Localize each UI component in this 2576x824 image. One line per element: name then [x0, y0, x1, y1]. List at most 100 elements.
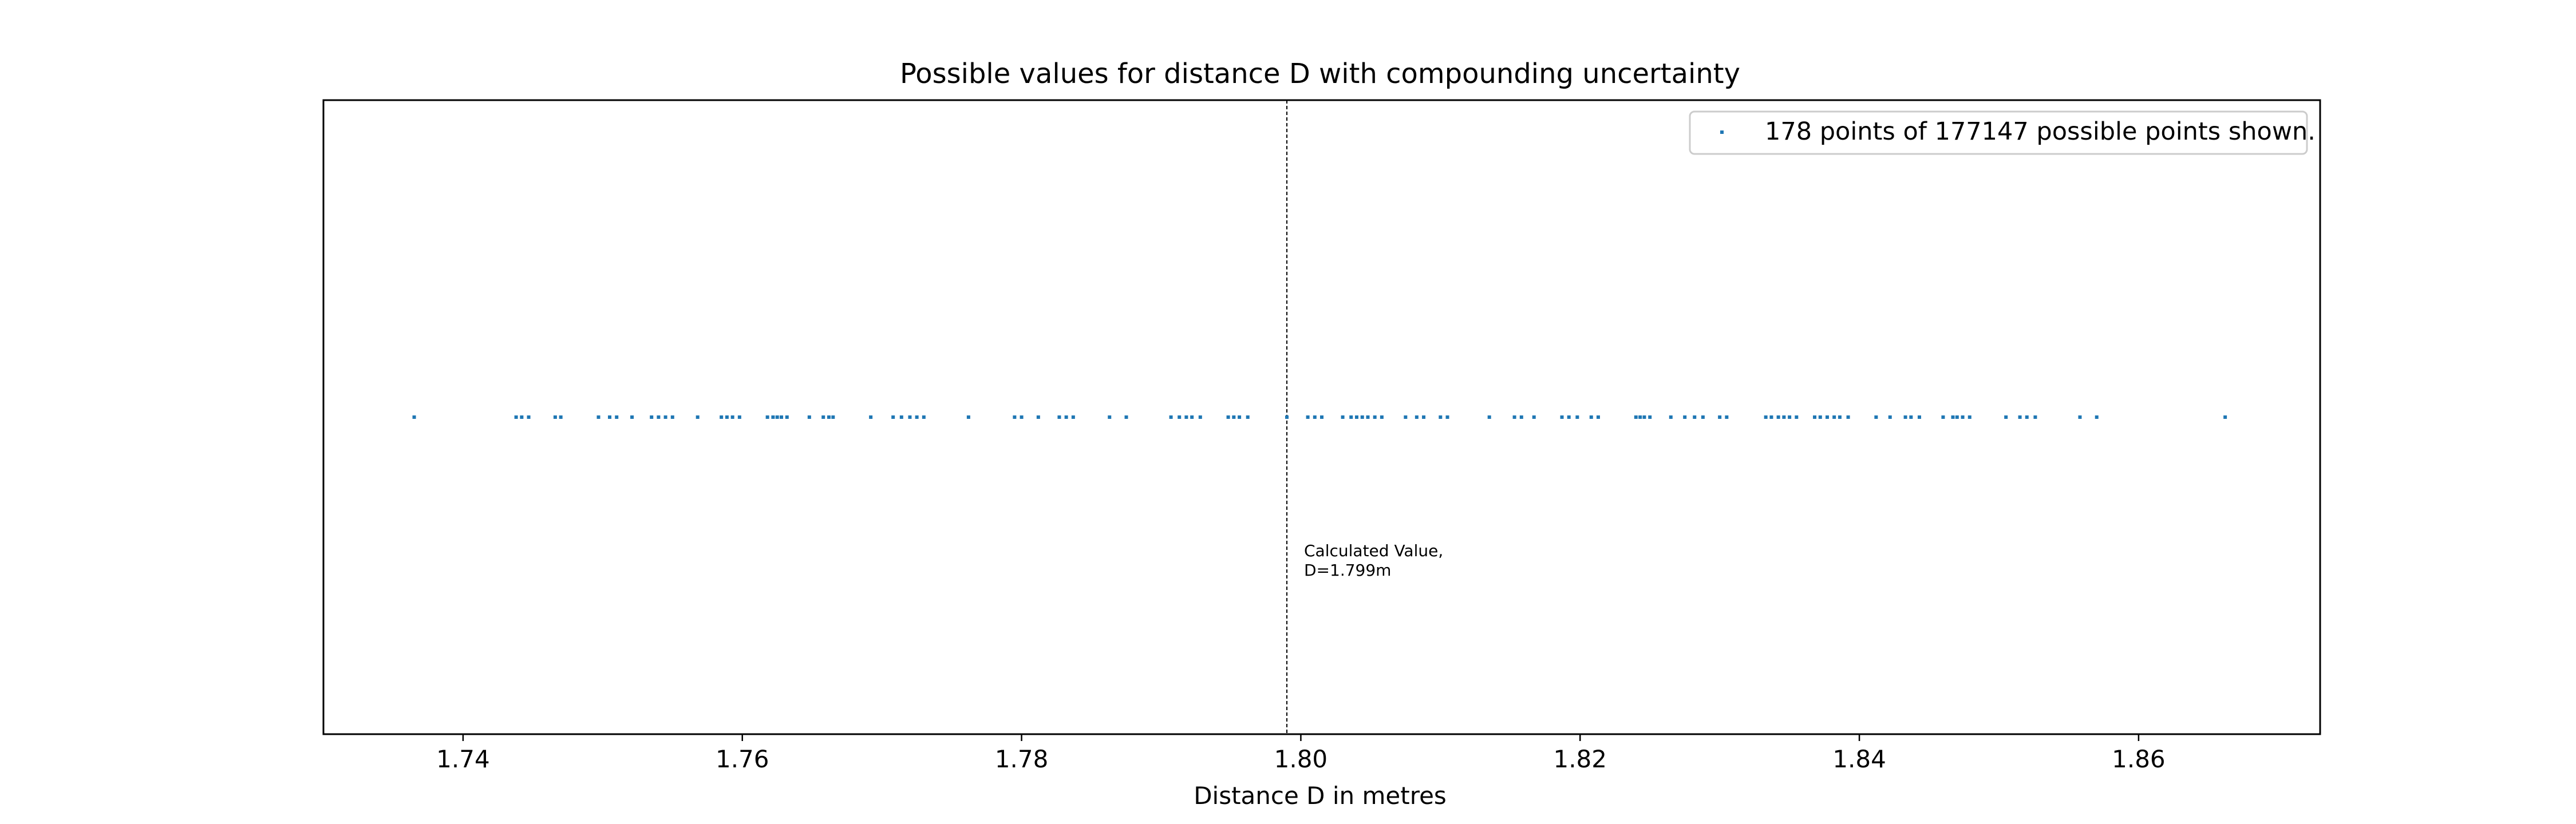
- data-point: [1232, 415, 1236, 419]
- data-point: [2095, 415, 2099, 419]
- data-point: [1313, 415, 1317, 419]
- data-point: [527, 415, 531, 419]
- data-point: [1057, 415, 1061, 419]
- data-point: [1725, 415, 1729, 419]
- data-point: [1589, 415, 1593, 419]
- data-point: [1838, 415, 1842, 419]
- data-point: [899, 415, 903, 419]
- data-point: [1285, 415, 1289, 419]
- data-point: [2025, 415, 2029, 419]
- x-tick-label: 1.80: [1274, 745, 1328, 773]
- data-point: [827, 415, 831, 419]
- data-point: [831, 415, 835, 419]
- data-point: [1373, 415, 1377, 419]
- legend-box: [1689, 110, 2308, 155]
- x-tick-label: 1.86: [2112, 745, 2166, 773]
- data-point: [730, 415, 734, 419]
- data-point: [1246, 415, 1250, 419]
- data-point: [1306, 415, 1310, 419]
- chart-title: Possible values for distance D with comp…: [900, 58, 1740, 90]
- data-point: [1683, 415, 1687, 419]
- data-point: [1341, 415, 1345, 419]
- data-point: [1795, 415, 1799, 419]
- data-point: [908, 415, 912, 419]
- data-point: [1846, 415, 1850, 419]
- data-point: [1955, 415, 1959, 419]
- data-point: [1764, 415, 1768, 419]
- plot-frame: [322, 99, 2321, 735]
- data-point: [1360, 415, 1364, 419]
- points-layer: [412, 415, 2227, 419]
- plot-area: Calculated Value, D=1.799m: [322, 99, 2321, 735]
- data-point: [1178, 415, 1182, 419]
- data-point: [922, 415, 926, 419]
- data-point: [1825, 415, 1829, 419]
- data-point: [737, 415, 741, 419]
- data-point: [1124, 415, 1128, 419]
- data-point: [1184, 415, 1188, 419]
- data-point: [1320, 415, 1323, 419]
- data-point: [1404, 415, 1408, 419]
- data-point: [1903, 415, 1907, 419]
- data-point: [1874, 415, 1878, 419]
- data-point: [869, 415, 873, 419]
- data-point: [2033, 415, 2037, 419]
- data-point: [1567, 415, 1571, 419]
- data-point: [1648, 415, 1652, 419]
- data-point: [1169, 415, 1173, 419]
- data-point: [2018, 415, 2022, 419]
- data-point: [2078, 415, 2082, 419]
- data-point: [725, 415, 729, 419]
- data-point: [615, 415, 619, 419]
- data-point: [657, 415, 661, 419]
- data-point: [1701, 415, 1705, 419]
- data-point: [1020, 415, 1024, 419]
- data-point: [1380, 415, 1384, 419]
- data-point: [1366, 415, 1370, 419]
- data-point: [630, 415, 634, 419]
- data-point: [1487, 415, 1491, 419]
- data-point: [1238, 415, 1242, 419]
- data-point: [650, 415, 654, 419]
- x-tick-label: 1.84: [1832, 745, 1886, 773]
- annotation: Calculated Value, D=1.799m: [1304, 541, 1443, 580]
- data-point: [1064, 415, 1068, 419]
- data-point: [1560, 415, 1564, 419]
- data-point: [608, 415, 612, 419]
- x-tick-label: 1.76: [716, 745, 769, 773]
- data-point: [891, 415, 895, 419]
- data-point: [915, 415, 919, 419]
- data-point: [1909, 415, 1913, 419]
- data-point: [1519, 415, 1523, 419]
- data-point: [1575, 415, 1579, 419]
- data-point: [1718, 415, 1722, 419]
- data-point: [1917, 415, 1921, 419]
- data-point: [1634, 415, 1638, 419]
- data-point: [785, 415, 789, 419]
- data-point: [1693, 415, 1697, 419]
- x-tick-label: 1.74: [436, 745, 490, 773]
- data-point: [771, 415, 775, 419]
- legend: 178 points of 177147 possible points sho…: [1689, 110, 2316, 155]
- legend-label: 178 points of 177147 possible points sho…: [1765, 117, 2316, 146]
- data-point: [1832, 415, 1836, 419]
- data-point: [1788, 415, 1792, 419]
- data-point: [670, 415, 674, 419]
- data-point: [1415, 415, 1419, 419]
- data-point: [720, 415, 724, 419]
- data-point: [1422, 415, 1426, 419]
- data-point: [1961, 415, 1965, 419]
- data-point: [2004, 415, 2008, 419]
- data-point: [1226, 415, 1230, 419]
- data-point: [1036, 415, 1040, 419]
- data-point: [1198, 415, 1202, 419]
- data-point: [1951, 415, 1955, 419]
- data-point: [2223, 415, 2227, 419]
- data-point: [696, 415, 700, 419]
- data-point: [663, 415, 667, 419]
- data-point: [1349, 415, 1353, 419]
- data-point: [1596, 415, 1600, 419]
- data-point: [1190, 415, 1194, 419]
- data-point: [966, 415, 970, 419]
